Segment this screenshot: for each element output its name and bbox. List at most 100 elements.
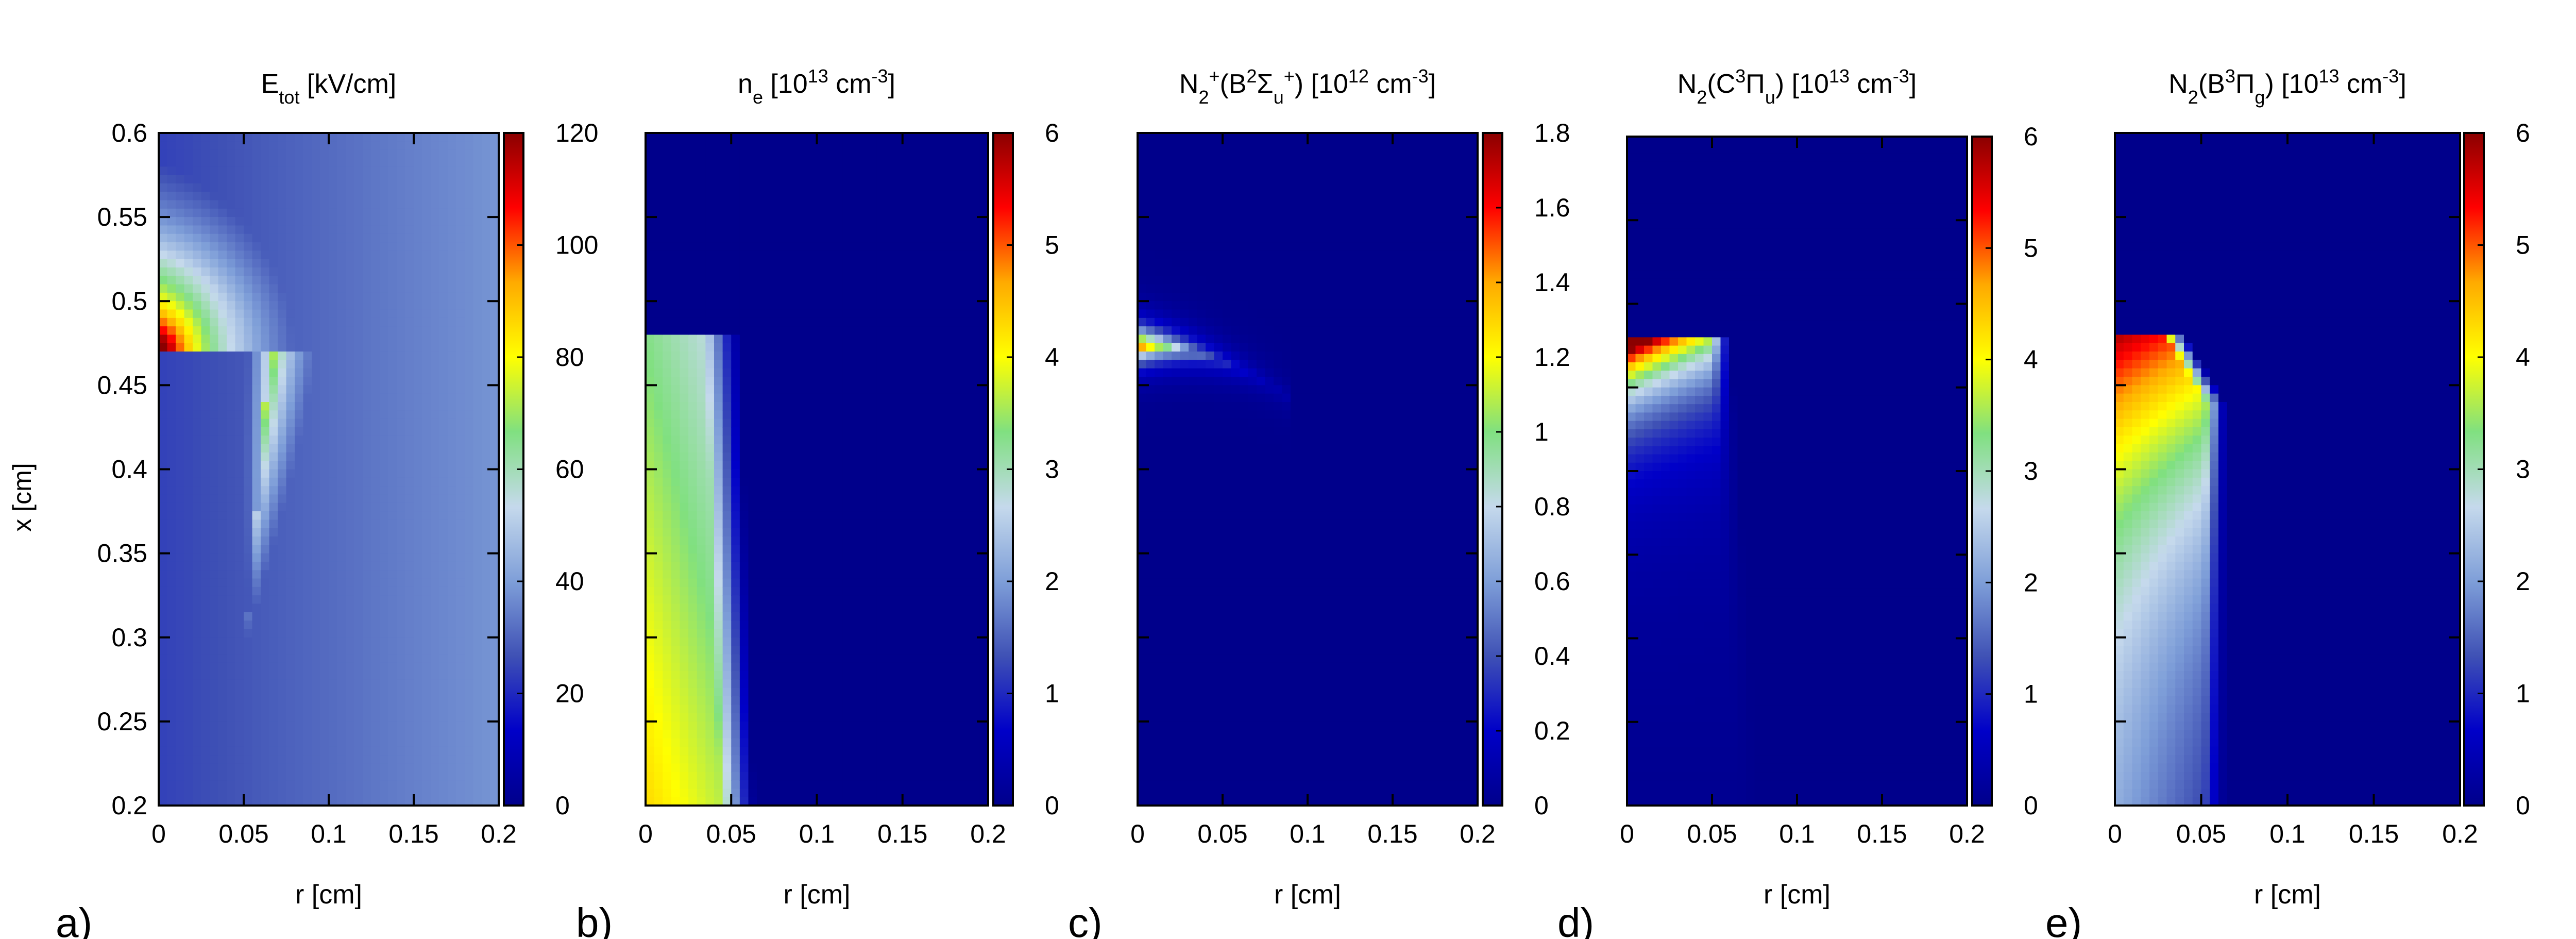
heatmap-cell (714, 679, 723, 689)
heatmap-cell (278, 133, 287, 142)
heatmap-cell (646, 175, 655, 184)
heatmap-cell (774, 452, 783, 461)
heatmap-cell (473, 469, 482, 478)
heatmap-cell (697, 360, 706, 369)
heatmap-cell (663, 301, 672, 310)
heatmap-cell (278, 713, 287, 722)
heatmap-cell (422, 351, 431, 361)
heatmap-cell (193, 267, 202, 277)
heatmap-cell (490, 679, 499, 689)
heatmap-cell (817, 595, 826, 605)
heatmap-cell (278, 351, 287, 361)
heatmap-cell (286, 780, 295, 790)
heatmap-cell (431, 309, 440, 318)
heatmap-cell (312, 393, 321, 403)
heatmap-cell (825, 225, 835, 234)
heatmap-cell (663, 393, 672, 403)
heatmap-cell (731, 242, 740, 251)
heatmap-cell (422, 570, 431, 579)
heatmap-cell (278, 696, 287, 706)
heatmap-cell (227, 393, 236, 403)
heatmap-cell (705, 393, 715, 403)
heatmap-cell (663, 578, 672, 588)
heatmap-cell (414, 746, 423, 756)
heatmap-cell (329, 385, 338, 394)
heatmap-cell (405, 225, 414, 234)
heatmap-cell (210, 603, 219, 613)
heatmap-cell (193, 688, 202, 697)
heatmap-cell (739, 192, 749, 201)
heatmap-cell (337, 595, 346, 605)
heatmap-cell (269, 621, 278, 630)
heatmap-cell (431, 435, 440, 445)
heatmap-cell (671, 772, 681, 781)
heatmap-cell (791, 351, 801, 361)
heatmap-cell (482, 149, 491, 159)
heatmap-cell (448, 688, 457, 697)
heatmap-cell (218, 368, 227, 377)
heatmap-cell (705, 452, 715, 461)
heatmap-cell (448, 494, 457, 504)
heatmap-cell (227, 292, 236, 302)
heatmap-cell (422, 158, 431, 167)
heatmap-cell (320, 461, 329, 470)
heatmap-cell (337, 519, 346, 529)
heatmap-cell (791, 502, 801, 512)
heatmap-cell (705, 486, 715, 495)
heatmap-cell (439, 696, 448, 706)
heatmap-cell (337, 721, 346, 730)
heatmap-cell (765, 486, 775, 495)
heatmap-cell (193, 393, 202, 403)
heatmap-cell (329, 158, 338, 167)
heatmap-cell (817, 561, 826, 571)
heatmap-cell (422, 477, 431, 487)
heatmap-cell (167, 561, 176, 571)
heatmap-cell (722, 259, 732, 268)
heatmap-cell (817, 393, 826, 403)
heatmap-cell (354, 410, 363, 420)
heatmap-cell (227, 233, 236, 243)
heatmap-cell (654, 662, 664, 672)
heatmap-cell (817, 233, 826, 243)
heatmap-cell (731, 603, 740, 613)
heatmap-cell (671, 688, 681, 697)
heatmap-cell (388, 175, 397, 184)
heatmap-cell (688, 410, 698, 420)
heatmap-cell (278, 334, 287, 344)
heatmap-cell (671, 705, 681, 714)
heatmap-cell (705, 528, 715, 537)
heatmap-cell (783, 402, 792, 411)
heatmap-cell (748, 570, 757, 579)
heatmap-cell (337, 730, 346, 739)
heatmap-cell (825, 368, 835, 377)
heatmap-cell (337, 528, 346, 537)
heatmap-cell (235, 360, 244, 369)
heatmap-cell (278, 225, 287, 234)
heatmap-cell (193, 763, 202, 773)
heatmap-cell (312, 494, 321, 504)
heatmap-cell (791, 755, 801, 764)
heatmap-cell (176, 721, 185, 730)
heatmap-cell (473, 225, 482, 234)
heatmap-cell (671, 469, 681, 478)
heatmap-cell (346, 789, 355, 798)
heatmap-cell (439, 511, 448, 521)
heatmap-cell (252, 486, 261, 495)
heatmap-cell (431, 208, 440, 217)
heatmap-cell (303, 452, 312, 461)
heatmap-cell (329, 343, 338, 352)
heatmap-cell (800, 595, 809, 605)
heatmap-cell (329, 469, 338, 478)
heatmap-cell (261, 519, 270, 529)
heatmap-cell (227, 713, 236, 722)
heatmap-cell (269, 511, 278, 521)
heatmap-cell (731, 343, 740, 352)
heatmap-cell (303, 730, 312, 739)
heatmap-cell (739, 746, 749, 756)
heatmap-cell (722, 183, 732, 192)
heatmap-cell (808, 797, 818, 806)
heatmap-cell (167, 309, 176, 318)
heatmap-cell (490, 646, 499, 655)
heatmap-cell (388, 780, 397, 790)
heatmap-cell (380, 469, 389, 478)
